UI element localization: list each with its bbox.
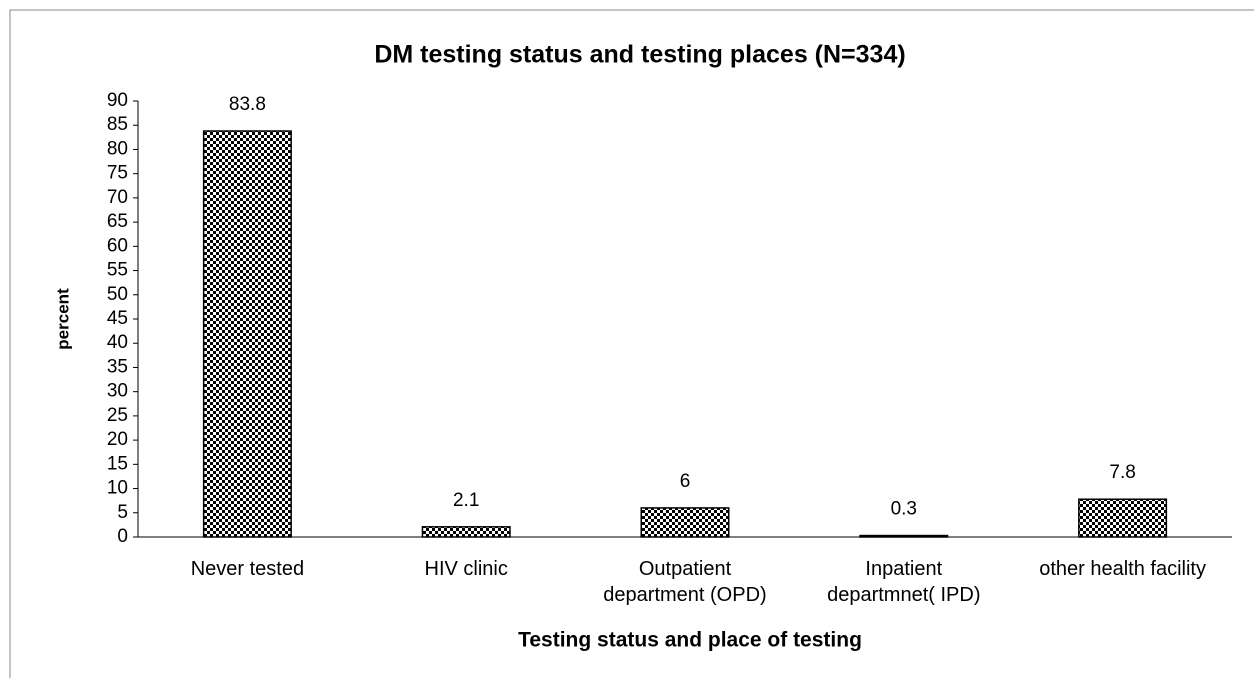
data-label: 83.8 bbox=[229, 94, 266, 115]
y-tick-label: 75 bbox=[107, 163, 128, 184]
x-tick-label: Outpatient department (OPD) bbox=[603, 558, 767, 606]
y-tick-label: 25 bbox=[107, 405, 128, 426]
y-tick-label: 35 bbox=[107, 356, 128, 377]
y-tick-label: 20 bbox=[107, 429, 128, 450]
bar bbox=[1078, 498, 1168, 538]
data-label: 6 bbox=[680, 471, 691, 492]
y-tick-label: 85 bbox=[107, 114, 128, 135]
bar bbox=[421, 526, 511, 538]
y-tick-label: 0 bbox=[117, 526, 128, 547]
y-tick-label: 50 bbox=[107, 284, 128, 305]
data-label: 0.3 bbox=[891, 499, 917, 520]
bar bbox=[202, 130, 292, 538]
y-tick-label: 90 bbox=[107, 90, 128, 111]
x-tick-label: Inpatient departmnet( IPD) bbox=[827, 558, 981, 606]
bar bbox=[859, 534, 949, 538]
y-tick-label: 10 bbox=[107, 478, 128, 499]
y-tick-label: 70 bbox=[107, 187, 128, 208]
x-tick-label: Never tested bbox=[190, 558, 305, 580]
data-label: 7.8 bbox=[1109, 462, 1135, 483]
y-tick-label: 5 bbox=[117, 502, 128, 523]
y-tick-label: 60 bbox=[107, 235, 128, 256]
y-tick-label: 55 bbox=[107, 260, 128, 281]
y-tick-label: 40 bbox=[107, 332, 128, 353]
data-label: 2.1 bbox=[453, 490, 479, 511]
y-tick-label: 45 bbox=[107, 308, 128, 329]
y-tick-label: 80 bbox=[107, 138, 128, 159]
chart-frame bbox=[9, 9, 1254, 678]
y-tick-label: 65 bbox=[107, 211, 128, 232]
y-tick-label: 30 bbox=[107, 381, 128, 402]
x-axis-title: Testing status and place of testing bbox=[518, 629, 862, 652]
x-tick-label: HIV clinic bbox=[424, 558, 508, 580]
chart-title: DM testing status and testing places (N=… bbox=[374, 41, 905, 69]
bar bbox=[640, 507, 730, 538]
y-axis-title: percent bbox=[53, 288, 72, 350]
y-tick-label: 15 bbox=[107, 453, 128, 474]
x-tick-label: other health facility bbox=[1039, 558, 1206, 580]
